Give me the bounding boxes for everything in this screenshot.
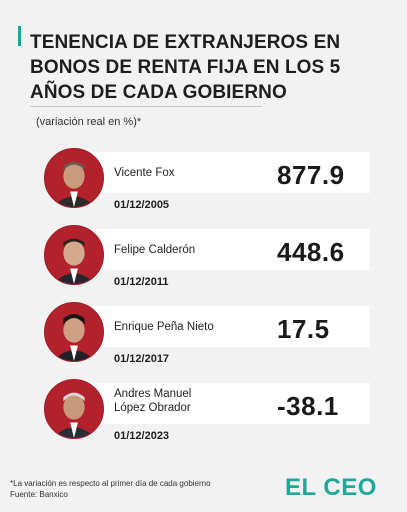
row-value: 17.5 [277, 314, 330, 344]
row-name: Felipe Calderón [114, 244, 196, 256]
row-value: 877.9 [277, 160, 345, 190]
row-name-line-2: López Obrador [114, 402, 191, 414]
row-date: 01/12/2005 [114, 199, 170, 211]
table-row-pena-nieto: Enrique Peña Nieto 17.5 01/12/2017 [0, 302, 407, 376]
row-value: 448.6 [277, 237, 345, 267]
row-card [87, 229, 370, 270]
row-date: 01/12/2017 [114, 353, 170, 365]
row-name: Andres Manuel López Obrador [114, 387, 254, 415]
portrait-icon [44, 225, 104, 285]
row-name: Enrique Peña Nieto [114, 321, 214, 333]
row-card [87, 383, 370, 424]
portrait-icon [44, 302, 104, 362]
row-value: -38.1 [277, 391, 339, 421]
row-date: 01/12/2011 [114, 276, 169, 288]
subtitle: (variación real en %)* [36, 116, 142, 128]
table-row-fox: Vicente Fox 877.9 01/12/2005 [0, 148, 407, 222]
row-date: 01/12/2023 [114, 430, 170, 442]
row-card [87, 306, 370, 347]
row-name-line-1: Andres Manuel [114, 388, 192, 400]
row-card [87, 152, 370, 193]
title-accent-bar [18, 26, 21, 46]
portrait-icon [44, 148, 104, 208]
brand-logo: EL CEO [285, 474, 377, 501]
footnote-source: Fuente: Banxico [10, 490, 68, 499]
row-name: Vicente Fox [114, 167, 175, 179]
page-title: TENENCIA DE EXTRANJEROS EN BONOS DE RENT… [30, 32, 341, 103]
title-divider [30, 106, 262, 107]
portrait-icon [44, 379, 104, 439]
table-row-lopez-obrador: Andres Manuel López Obrador -38.1 01/12/… [0, 379, 407, 453]
footnote: *La variación es respecto al primer día … [10, 478, 211, 500]
table-row-calderon: Felipe Calderón 448.6 01/12/2011 [0, 225, 407, 299]
footnote-note: *La variación es respecto al primer día … [10, 479, 211, 488]
